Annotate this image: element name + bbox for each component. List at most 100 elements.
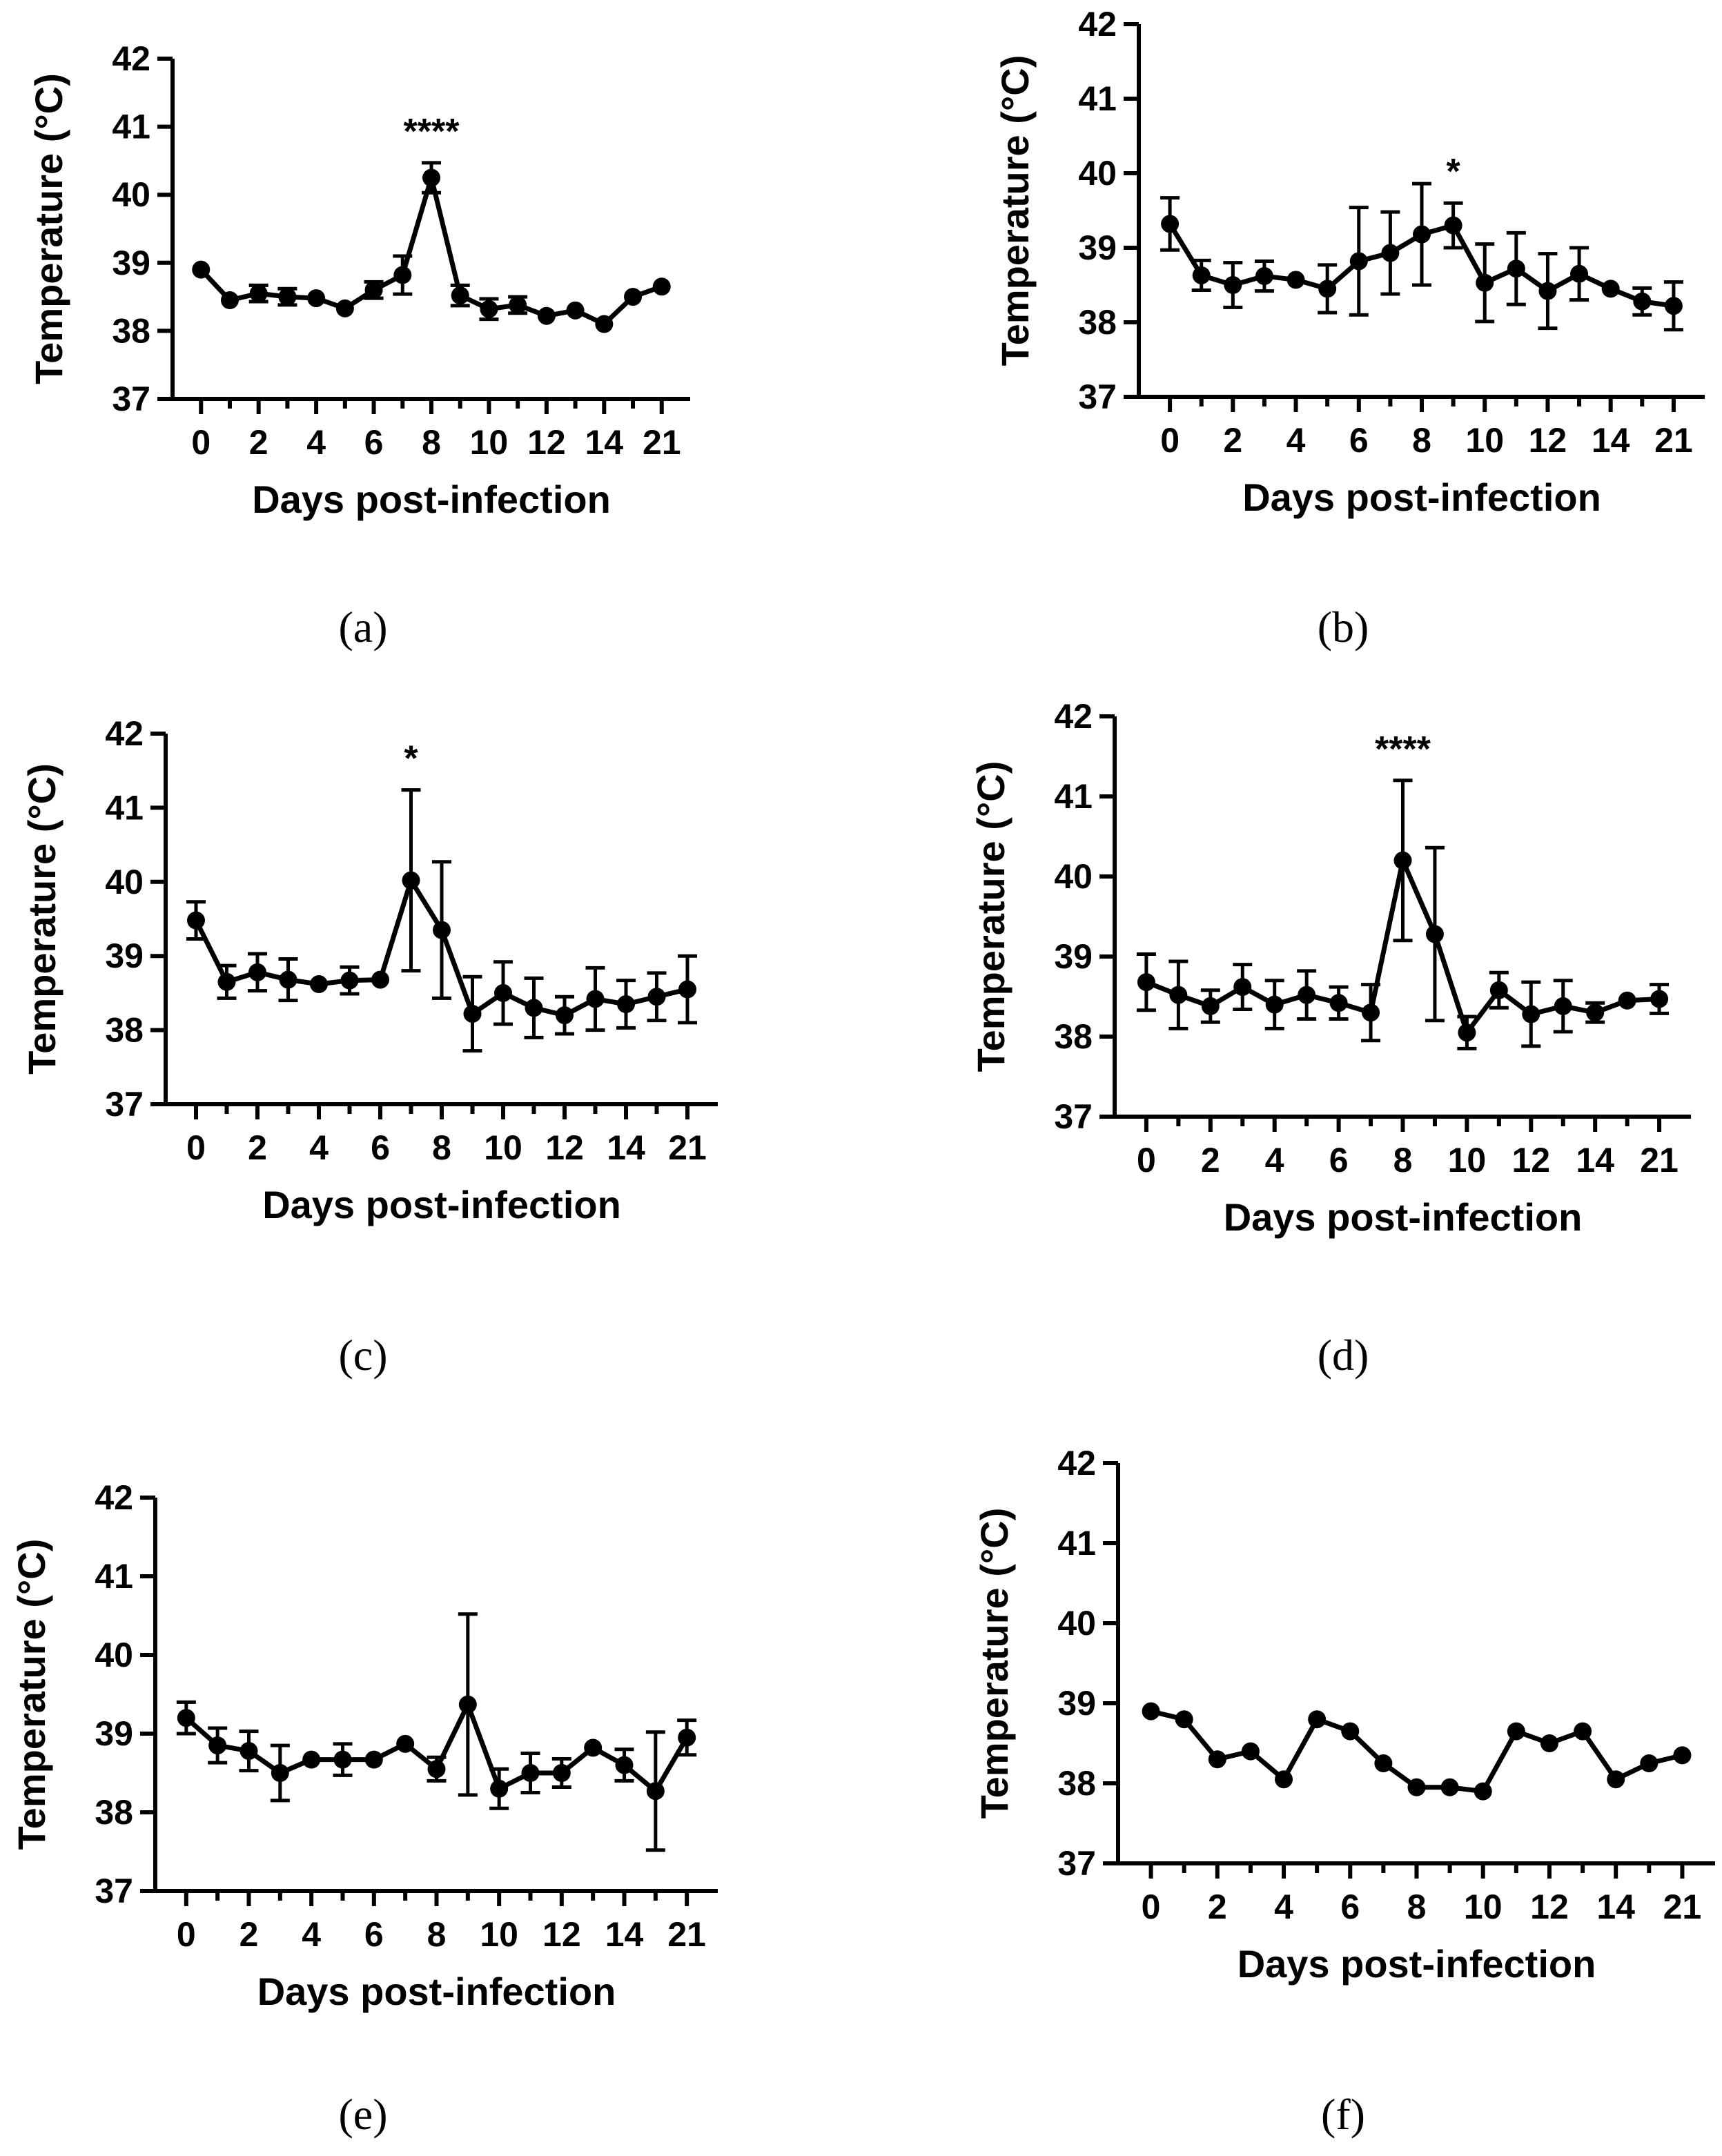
data-point: [458, 1695, 477, 1714]
x-tick-label: 12: [1530, 1888, 1569, 1926]
panel-a: 37 38 39 40 41 42 0 2 4 6 8 10 12 14 21 Days post-infec…: [27, 39, 690, 651]
data-point: [1489, 981, 1508, 999]
data-point: [566, 301, 585, 320]
y-tick-label: 38: [1057, 1764, 1096, 1803]
x-tick-label: 4: [309, 1128, 329, 1167]
data-point: [1374, 1754, 1393, 1772]
y-tick-label: 37: [1078, 378, 1117, 416]
x-tick-label: 10: [1465, 421, 1504, 460]
data-point: [1329, 994, 1348, 1012]
x-tick-label: 2: [1201, 1141, 1220, 1179]
y-tick-label: 42: [95, 1478, 133, 1517]
y-tick-label: 42: [1078, 5, 1117, 43]
data-point: [1507, 259, 1525, 278]
data-point: [1208, 1750, 1226, 1769]
x-tick-label: 14: [1596, 1888, 1635, 1926]
y-tick-label: 37: [1057, 1844, 1096, 1883]
y-tick-label: 41: [1078, 79, 1117, 118]
x-axis-title: Days post-infection: [1224, 1195, 1583, 1239]
data-point: [1540, 1734, 1558, 1752]
data-point: [433, 921, 451, 939]
y-tick-label: 38: [95, 1793, 133, 1832]
x-tick-label: 12: [545, 1128, 584, 1167]
y-tick-label: 38: [112, 311, 150, 350]
data-point: [402, 871, 420, 890]
data-point: [1169, 986, 1188, 1004]
x-tick-label: 0: [186, 1128, 206, 1167]
data-point: [552, 1764, 571, 1782]
y-tick-label: 37: [1054, 1097, 1093, 1136]
x-tick-label: 10: [1448, 1141, 1487, 1179]
data-point: [239, 1742, 258, 1761]
x-tick-label: 21: [643, 423, 681, 462]
data-point: [1664, 297, 1683, 315]
y-axis-title: Temperature (°C): [993, 55, 1037, 366]
data-point: [1554, 997, 1572, 1015]
y-tick-label: 41: [95, 1557, 133, 1596]
x-tick-label: 4: [1286, 421, 1306, 460]
x-tick-label: 10: [484, 1128, 522, 1167]
data-point: [480, 300, 498, 318]
data-point: [1265, 995, 1284, 1014]
data-point: [1440, 1778, 1459, 1796]
panel-e: 37 38 39 40 41 42 0 2 4 6 8 10 12 14 21 Days post-infec…: [10, 1478, 718, 2139]
x-tick-label: 10: [480, 1915, 518, 1954]
y-tick-label: 39: [95, 1714, 133, 1753]
data-point: [1137, 973, 1155, 992]
data-point: [364, 1750, 383, 1769]
y-tick-label: 37: [105, 1085, 144, 1124]
significance-annotation: ****: [1375, 729, 1431, 770]
y-tick-label: 40: [95, 1636, 133, 1674]
data-point: [1349, 252, 1368, 271]
data-point: [307, 289, 326, 308]
y-axis-title: Temperature (°C): [972, 1508, 1016, 1819]
y-tick-label: 39: [1057, 1684, 1096, 1723]
data-point: [208, 1736, 227, 1755]
y-tick-label: 38: [1054, 1017, 1093, 1056]
data-point: [1341, 1722, 1360, 1741]
x-tick-label: 0: [177, 1915, 196, 1954]
data-point: [1201, 997, 1220, 1015]
data-point: [556, 1006, 574, 1025]
x-tick-label: 2: [1208, 1888, 1227, 1926]
data-point: [1570, 264, 1589, 283]
x-tick-label: 21: [1654, 421, 1693, 460]
data-point: [1618, 991, 1636, 1010]
significance-annotation: *: [1446, 152, 1460, 192]
x-tick-label: 6: [364, 1915, 384, 1954]
y-tick-label: 37: [95, 1872, 133, 1910]
data-point: [678, 980, 696, 999]
x-axis-title: Days post-infection: [257, 1970, 616, 2013]
data-point: [521, 1764, 540, 1782]
data-point: [335, 299, 354, 317]
y-tick-label: 42: [1057, 1444, 1096, 1482]
data-point: [1407, 1778, 1426, 1796]
data-point: [1275, 1770, 1293, 1789]
y-tick-label: 39: [1078, 228, 1117, 267]
data-point: [278, 288, 297, 306]
data-point: [1474, 1782, 1492, 1801]
data-point: [1393, 851, 1412, 870]
data-point: [586, 990, 605, 1008]
y-tick-label: 42: [112, 39, 150, 78]
x-tick-label: 12: [1529, 421, 1567, 460]
panel-label: (e): [338, 2090, 387, 2139]
data-point: [1241, 1742, 1260, 1761]
y-tick-label: 41: [1054, 777, 1093, 816]
data-point: [463, 1004, 482, 1023]
panel-b: 37 38 39 40 41 42 0 2 4 6 8 10 12 14 21 Days post-infec…: [993, 5, 1705, 651]
data-point: [537, 306, 556, 325]
data-point: [1233, 978, 1252, 997]
y-tick-label: 42: [1054, 697, 1093, 736]
data-point: [1507, 1722, 1525, 1741]
data-point: [1522, 1005, 1540, 1023]
x-tick-label: 12: [542, 1915, 581, 1954]
data-point: [1538, 282, 1557, 300]
data-point: [1574, 1722, 1592, 1741]
panel-label: (c): [338, 1331, 387, 1380]
data-point: [1601, 280, 1620, 298]
x-tick-label: 8: [432, 1128, 451, 1167]
x-tick-label: 4: [302, 1915, 321, 1954]
data-point: [1286, 271, 1305, 289]
y-tick-label: 39: [105, 937, 144, 975]
